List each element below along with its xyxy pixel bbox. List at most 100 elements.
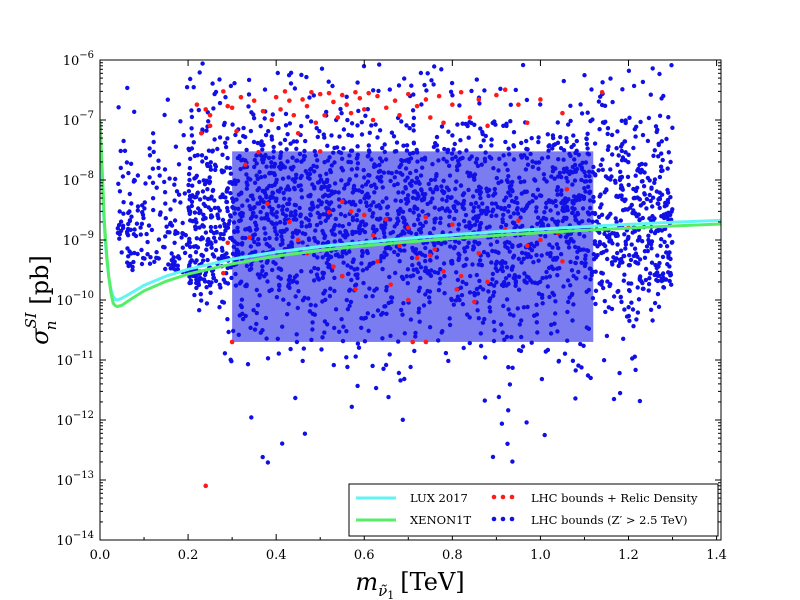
x-tick-label: 0.6 — [354, 548, 375, 563]
red-point — [282, 89, 288, 94]
red-point — [361, 212, 367, 218]
red-point — [361, 107, 367, 112]
red-point — [450, 102, 455, 107]
red-point — [234, 128, 239, 134]
red-point — [194, 102, 200, 107]
red-point — [198, 131, 204, 136]
red-point — [291, 112, 297, 118]
red-point — [265, 201, 270, 207]
red-point — [472, 299, 477, 305]
red-point — [485, 279, 490, 285]
red-point — [423, 214, 429, 220]
red-point — [375, 93, 380, 99]
red-point — [287, 219, 292, 225]
legend: LUX 2017 XENON1T LHC bounds + Relic Dens… — [348, 483, 719, 537]
red-point — [331, 99, 336, 105]
red-point — [278, 107, 283, 112]
y-tick-label: 10−7 — [63, 110, 94, 129]
blue-dense-core — [232, 151, 594, 342]
red-point — [370, 117, 376, 123]
red-point — [388, 282, 393, 287]
red-point — [295, 237, 301, 243]
red-point — [454, 287, 460, 292]
exclusion-curves — [100, 119, 721, 309]
red-point — [221, 270, 226, 276]
red-point — [414, 255, 420, 261]
red-point — [366, 90, 371, 96]
y-tick-label: 10−10 — [56, 290, 94, 309]
red-point — [599, 89, 605, 95]
y-axis-label: σSI n[pb] — [22, 255, 60, 345]
y-tick-label: 10−8 — [63, 170, 94, 189]
x-tick-label: 0.0 — [90, 548, 111, 563]
red-point — [441, 120, 446, 126]
legend-dot — [500, 494, 506, 500]
red-point — [405, 225, 411, 231]
series-lhc-relic — [194, 87, 631, 489]
red-point — [260, 108, 266, 114]
xenon1t-curve — [100, 119, 721, 309]
legend-box — [348, 483, 719, 537]
x-tick-label: 0.8 — [442, 548, 463, 563]
red-point — [560, 110, 565, 116]
red-point — [410, 339, 416, 345]
red-point — [458, 273, 464, 279]
red-point — [405, 297, 411, 303]
red-point — [221, 89, 226, 94]
red-point — [229, 339, 235, 345]
red-point — [405, 91, 411, 97]
y-tick-label: 10−6 — [63, 50, 94, 69]
red-point — [516, 218, 521, 223]
red-point — [428, 253, 433, 258]
red-point — [414, 103, 420, 109]
y-axis: 10−14 10−13 10−12 10−11 10−10 10−9 10−8 10−7 10−… — [56, 50, 721, 549]
legend-dot — [491, 494, 497, 500]
legend-dot — [500, 516, 506, 522]
red-point — [326, 209, 332, 215]
x-tick-label: 0.4 — [266, 548, 287, 563]
red-point — [476, 251, 482, 256]
red-point — [397, 243, 402, 249]
red-point — [247, 235, 253, 240]
y-tick-label: 10−12 — [56, 410, 94, 429]
red-point — [370, 232, 376, 238]
x-axis-label: mν̃1 [TeV] — [355, 568, 464, 600]
series-lhc-bounds — [115, 61, 675, 465]
red-point — [353, 287, 358, 292]
red-point — [516, 102, 521, 107]
red-point — [560, 259, 565, 264]
red-point — [300, 97, 305, 102]
red-point — [243, 162, 248, 167]
red-point — [203, 483, 209, 489]
red-point — [348, 110, 354, 116]
red-point — [251, 98, 257, 103]
legend-label-lhc-bounds: LHC bounds (Z′ > 2.5 TeV) — [531, 513, 688, 527]
red-point — [309, 89, 314, 95]
red-point — [564, 186, 570, 192]
red-point — [238, 94, 244, 100]
legend-label-xenon1t: XENON1T — [410, 513, 471, 527]
red-point — [458, 89, 464, 95]
red-point — [423, 97, 429, 102]
x-axis: 0.0 0.2 0.4 0.6 0.8 1.0 1.2 1.4 — [90, 60, 727, 563]
legend-dot — [491, 516, 497, 522]
legend-label-lux-2017: LUX 2017 — [410, 491, 468, 505]
red-point — [494, 92, 499, 98]
red-point — [428, 115, 433, 120]
red-point — [317, 149, 323, 154]
red-point — [229, 105, 235, 111]
x-tick-label: 0.2 — [178, 548, 199, 563]
red-point — [524, 243, 530, 249]
red-point — [538, 237, 543, 243]
red-point — [524, 120, 530, 126]
red-point — [225, 103, 231, 109]
red-point — [207, 112, 213, 118]
red-point — [339, 92, 345, 98]
red-point — [383, 105, 389, 111]
red-point — [423, 339, 429, 345]
x-tick-label: 1.2 — [618, 548, 639, 563]
red-point — [335, 115, 341, 120]
red-point — [467, 115, 473, 120]
red-point — [353, 89, 358, 95]
red-point — [436, 93, 442, 99]
